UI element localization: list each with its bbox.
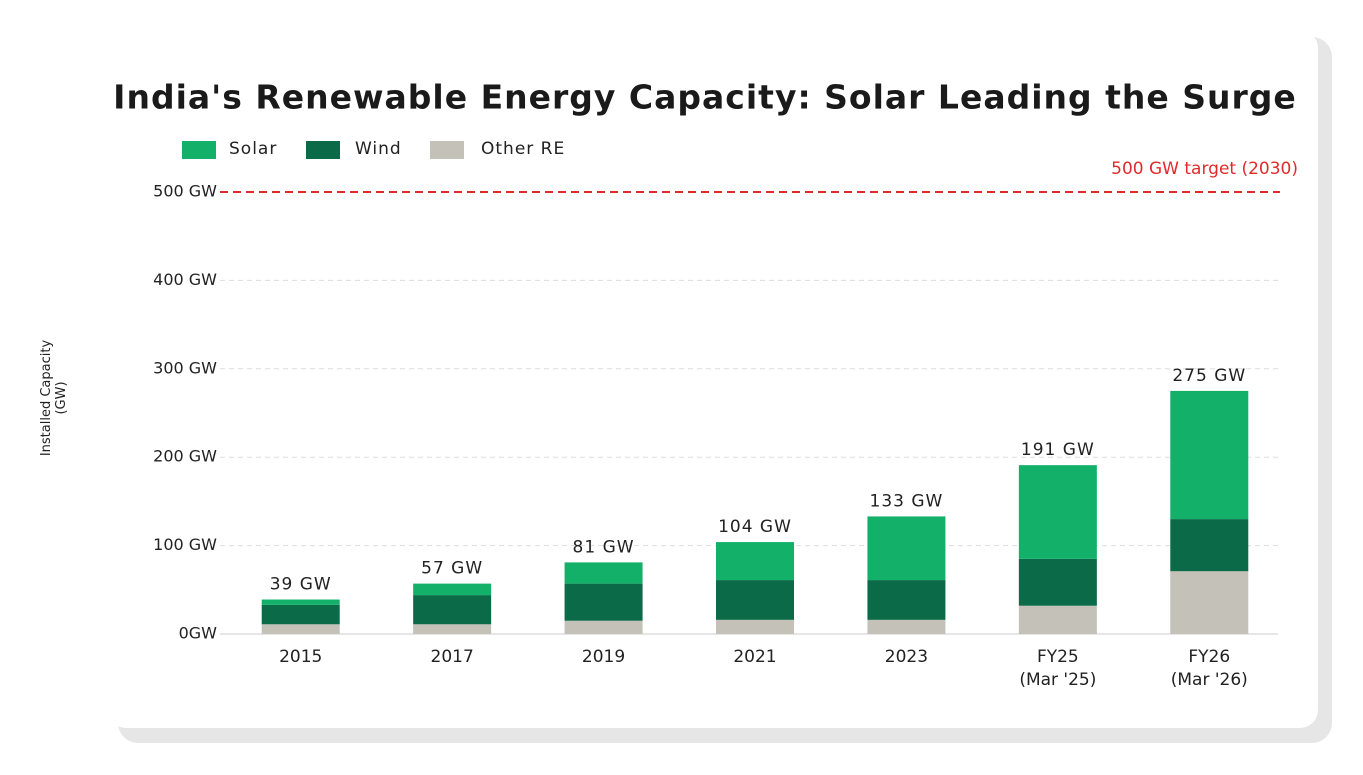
- bar-segment: [564, 583, 643, 621]
- x-tick-label: FY26 (Mar '26): [1170, 647, 1248, 690]
- bar-segment: [564, 562, 643, 584]
- bar-segment: [1018, 465, 1097, 559]
- bar-segment: [261, 604, 340, 625]
- bar-segment: [261, 599, 340, 605]
- x-tick-label: 2023: [884, 647, 929, 667]
- total-label: 81 GW: [573, 537, 635, 557]
- bar-segment: [1170, 519, 1249, 572]
- x-tick-label: 2019: [581, 647, 626, 667]
- total-label: 191 GW: [1021, 440, 1095, 460]
- y-axis-label: Installed Capacity (GW): [39, 339, 69, 457]
- bar-segment: [716, 580, 794, 620]
- bar-segment: [261, 624, 340, 634]
- legend-swatch: [306, 141, 340, 159]
- legend-label: Other RE: [481, 139, 565, 159]
- legend-label: Wind: [355, 139, 402, 159]
- y-tick-label: 500 GW: [153, 182, 217, 201]
- bar-segment: [1018, 558, 1097, 606]
- chart-title: India's Renewable Energy Capacity: Solar…: [113, 78, 1297, 117]
- bar-segment: [1018, 605, 1097, 634]
- y-tick-label: 100 GW: [153, 535, 217, 554]
- bar-segment: [564, 620, 643, 634]
- bar-segment: [867, 580, 946, 620]
- y-tick-label: 0GW: [179, 624, 218, 643]
- x-tick-label: 2015: [279, 647, 323, 667]
- x-tick-label: FY25 (Mar '25): [1019, 647, 1097, 690]
- x-tick-label: 2017: [430, 647, 474, 667]
- bar-segment: [1170, 571, 1249, 634]
- bar-segment: [867, 516, 946, 581]
- total-label: 133 GW: [870, 491, 944, 511]
- x-tick-label: 2021: [733, 647, 777, 667]
- bar-segment: [716, 619, 794, 634]
- legend-swatch: [182, 141, 216, 159]
- legend-label: Solar: [229, 139, 277, 159]
- total-label: 104 GW: [718, 517, 792, 537]
- y-tick-label: 200 GW: [153, 447, 217, 466]
- bar-segment: [413, 583, 492, 596]
- total-label: 39 GW: [270, 575, 332, 595]
- total-label: 275 GW: [1172, 366, 1246, 386]
- target-label: 500 GW target (2030): [1111, 159, 1298, 179]
- bar-segment: [1170, 390, 1249, 520]
- total-label: 57 GW: [421, 559, 483, 579]
- bar-segment: [413, 595, 492, 625]
- legend-swatch: [430, 141, 464, 159]
- y-tick-label: 400 GW: [153, 270, 217, 289]
- bar-segment: [716, 542, 794, 581]
- y-tick-label: 300 GW: [153, 358, 217, 377]
- bar-segment: [867, 619, 946, 634]
- bar-segment: [413, 624, 492, 634]
